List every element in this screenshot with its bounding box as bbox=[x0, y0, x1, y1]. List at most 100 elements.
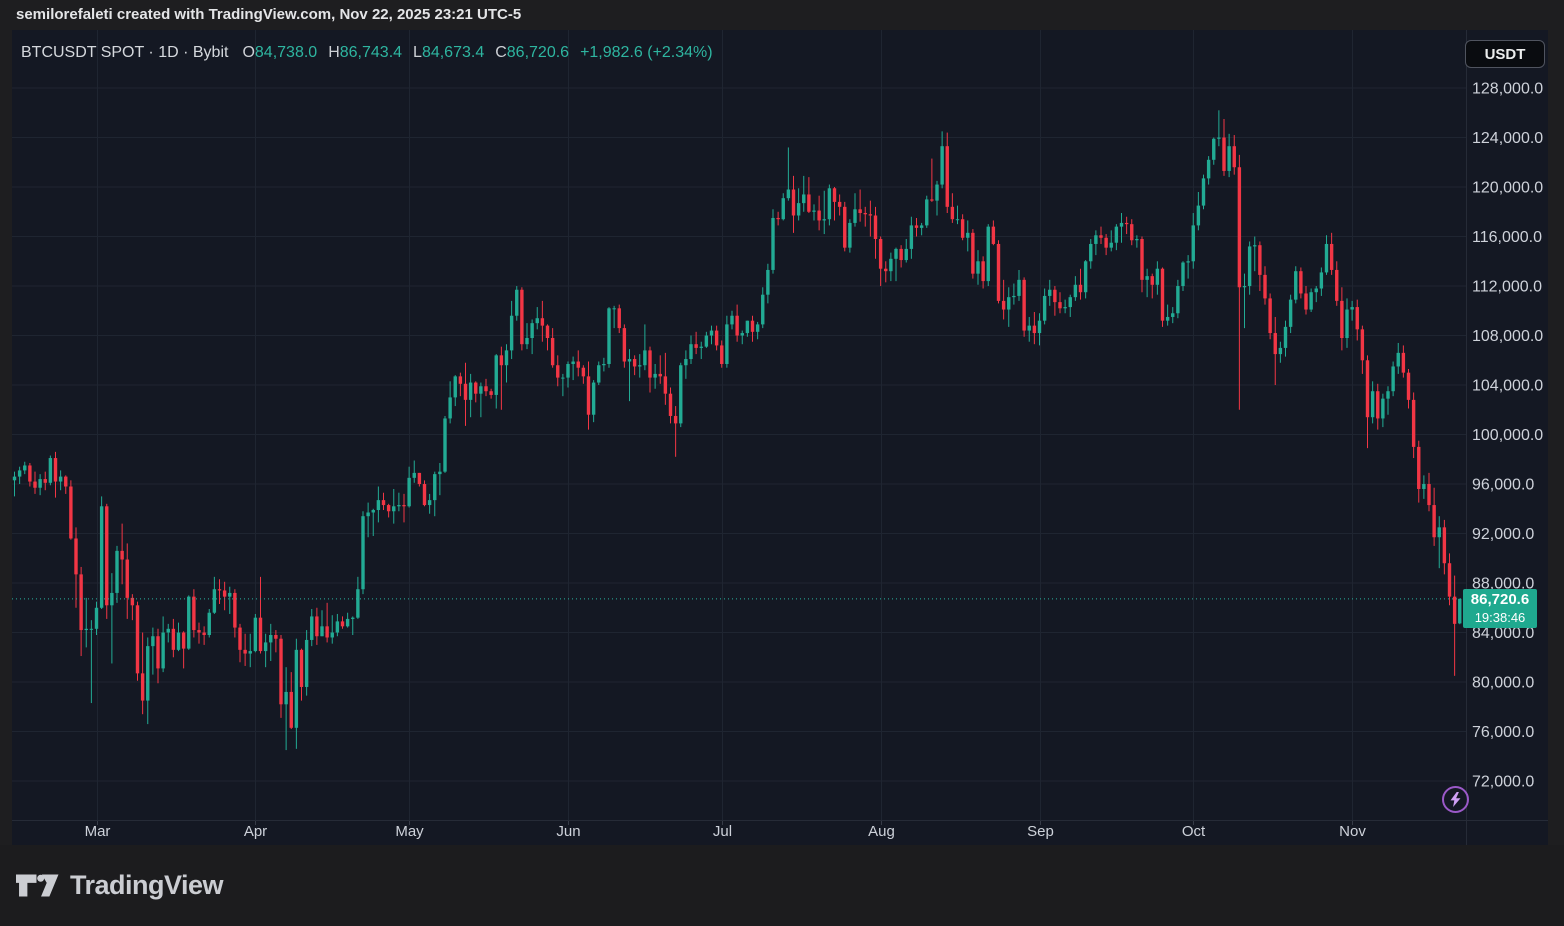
candle-body bbox=[125, 559, 129, 598]
candle-body bbox=[1370, 391, 1375, 418]
candle-body bbox=[725, 324, 729, 364]
candle-body bbox=[1355, 307, 1359, 330]
candle-body bbox=[386, 505, 391, 512]
candle-body bbox=[602, 363, 606, 366]
candle-body bbox=[376, 500, 381, 511]
candle-body bbox=[258, 617, 263, 652]
candle-body bbox=[458, 376, 463, 384]
candle-body bbox=[448, 397, 452, 419]
candle-body bbox=[1124, 222, 1129, 225]
tradingview-logo[interactable]: TradingView bbox=[16, 870, 224, 901]
candle-body bbox=[1432, 505, 1436, 538]
candle-body bbox=[294, 649, 299, 728]
candle-body bbox=[325, 626, 329, 638]
time-tick-label: Mar bbox=[85, 823, 111, 840]
time-tick-label: May bbox=[395, 823, 424, 840]
symbol-legend[interactable]: BTCUSDT SPOT · 1D · Bybit O84,738.0 H86,… bbox=[21, 43, 713, 63]
candle-body bbox=[146, 646, 150, 701]
candle-body bbox=[643, 350, 647, 366]
candle-body bbox=[228, 592, 232, 597]
candle-body bbox=[279, 638, 283, 705]
candle-body bbox=[299, 649, 304, 687]
candle-body bbox=[407, 477, 411, 507]
candle-body bbox=[243, 649, 247, 654]
candle-body bbox=[1273, 333, 1277, 355]
candle-body bbox=[981, 261, 985, 282]
candle-body bbox=[899, 248, 903, 261]
candle-body bbox=[489, 391, 493, 395]
candle-body bbox=[269, 634, 273, 643]
candle-body bbox=[53, 458, 58, 482]
candle-body bbox=[812, 210, 816, 212]
candle-body bbox=[433, 474, 437, 501]
candle-body bbox=[597, 365, 601, 383]
candle-body bbox=[925, 199, 929, 226]
candle-body bbox=[120, 550, 124, 560]
candle-body bbox=[714, 330, 719, 346]
currency-button[interactable]: USDT bbox=[1465, 40, 1545, 68]
candle-body bbox=[663, 376, 668, 394]
legend-close: C86,720.6 bbox=[495, 44, 570, 61]
candle-body bbox=[504, 350, 509, 366]
legend-open: O84,738.0 bbox=[242, 44, 318, 61]
candle-body bbox=[817, 210, 821, 221]
candle-body bbox=[837, 201, 842, 207]
candle-body bbox=[827, 188, 832, 220]
candle-body bbox=[58, 476, 63, 482]
candle-body bbox=[607, 308, 611, 364]
candle-body bbox=[1063, 307, 1067, 309]
candle-body bbox=[704, 335, 709, 347]
candle-body bbox=[181, 632, 186, 649]
candle-body bbox=[1186, 261, 1190, 263]
candle-body bbox=[453, 376, 457, 398]
candle-body bbox=[1196, 205, 1201, 226]
candle-body bbox=[417, 472, 422, 485]
candle-body bbox=[315, 616, 319, 637]
candle-body bbox=[986, 226, 990, 282]
candle-body bbox=[1340, 300, 1344, 339]
candle-body bbox=[17, 470, 22, 477]
candle-body bbox=[786, 189, 791, 199]
candle-body bbox=[1140, 239, 1144, 280]
candle-body bbox=[1017, 279, 1021, 296]
candlestick-chart[interactable]: 128,000.0 124,000.0 120,000.0 116,000.0 112,… bbox=[12, 30, 1548, 845]
legend-symbol-title[interactable]: BTCUSDT SPOT · 1D · Bybit bbox=[21, 44, 229, 61]
candle-body bbox=[843, 206, 847, 248]
boost-button[interactable] bbox=[1442, 786, 1469, 813]
candle-body bbox=[509, 315, 514, 351]
candle-body bbox=[1391, 366, 1395, 392]
candle-body bbox=[1427, 484, 1431, 506]
candle-body bbox=[345, 618, 350, 627]
candle-body bbox=[1253, 245, 1257, 247]
candle-body bbox=[1263, 274, 1267, 299]
candle-body bbox=[1130, 224, 1134, 241]
price-tick-label: 128,000.0 bbox=[1472, 81, 1543, 98]
candle-body bbox=[971, 232, 975, 274]
candle-body bbox=[1447, 563, 1452, 597]
candle-body bbox=[1027, 325, 1031, 331]
candle-body bbox=[1119, 222, 1124, 227]
candle-body bbox=[1022, 279, 1026, 331]
candle-body bbox=[556, 365, 560, 378]
price-tick-label: 80,000.0 bbox=[1472, 675, 1534, 692]
candle-body bbox=[1160, 268, 1165, 321]
candle-body bbox=[468, 382, 473, 400]
candle-body bbox=[1058, 302, 1062, 309]
candle-body bbox=[776, 217, 780, 220]
candle-body bbox=[1217, 137, 1221, 139]
candle-body bbox=[566, 363, 570, 378]
candle-body bbox=[130, 597, 135, 606]
candle-body bbox=[12, 476, 17, 481]
candle-body bbox=[330, 632, 334, 638]
legend-high: H86,743.4 bbox=[328, 44, 403, 61]
time-tick-label: Oct bbox=[1182, 823, 1206, 840]
candle-body bbox=[904, 248, 908, 261]
footer-bar: TradingView bbox=[0, 845, 1564, 926]
candle-body bbox=[586, 376, 591, 415]
candle-body bbox=[1314, 288, 1318, 293]
candle-body bbox=[135, 605, 140, 674]
candle-body bbox=[1242, 286, 1247, 288]
candle-body bbox=[1237, 167, 1242, 288]
candle-body bbox=[858, 209, 862, 214]
candle-body bbox=[535, 318, 539, 324]
